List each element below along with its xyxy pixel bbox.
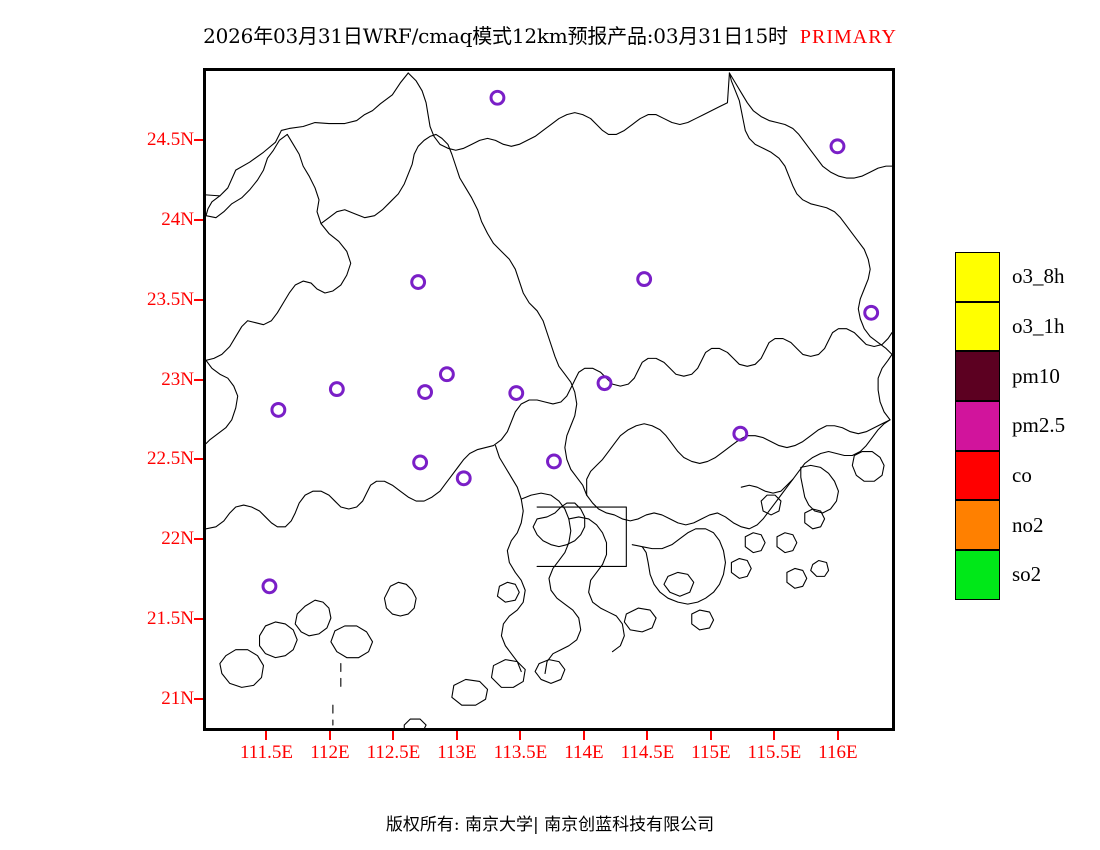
station-marker[interactable] xyxy=(732,425,749,442)
y-tick-mark xyxy=(194,618,203,621)
x-tick-mark xyxy=(836,731,839,740)
y-tick-24N: 24N xyxy=(161,208,194,230)
title-primary-tag: PRIMARY xyxy=(799,26,897,48)
coastline xyxy=(206,328,892,728)
legend-swatch-co[interactable] xyxy=(955,450,1000,501)
x-tick-112E: 112E xyxy=(310,742,350,763)
legend-label-pm10: pm10 xyxy=(1012,363,1060,388)
station-marker[interactable] xyxy=(438,366,455,383)
y-tick-24.5N: 24.5N xyxy=(147,128,194,150)
legend-swatch-so2[interactable] xyxy=(955,550,1000,600)
legend-swatch-pm10[interactable] xyxy=(955,351,1000,402)
station-marker[interactable] xyxy=(489,89,506,106)
x-tick-mark xyxy=(773,731,776,740)
station-marker[interactable] xyxy=(261,578,278,595)
x-tick-mark xyxy=(582,731,585,740)
legend-label-o3_8h: o3_8h xyxy=(1012,264,1065,289)
title-main-text: 2026年03月31日WRF/cmaq模式12km预报产品:03月31日15时 xyxy=(203,24,788,48)
x-tick-mark xyxy=(392,731,395,740)
y-tick-mark xyxy=(194,218,203,221)
legend-item-co[interactable]: co xyxy=(955,450,1095,501)
legend-label-o3_1h: o3_1h xyxy=(1012,314,1065,339)
x-axis-tick-labels: 111.5E 112E 112.5E 113E 113.5E 114E 114.5E 115E… xyxy=(0,742,1100,768)
x-tick-mark xyxy=(519,731,522,740)
x-tick-115E: 115E xyxy=(691,742,731,763)
station-marker[interactable] xyxy=(508,385,525,401)
x-tick-112.5E: 112.5E xyxy=(366,742,421,763)
station-markers[interactable] xyxy=(261,89,880,595)
y-tick-mark xyxy=(194,538,203,541)
map-canvas[interactable] xyxy=(206,71,892,728)
y-tick-21.5N: 21.5N xyxy=(147,608,194,630)
station-marker[interactable] xyxy=(596,375,613,392)
province-boundaries xyxy=(206,72,892,530)
legend-item-so2[interactable]: so2 xyxy=(955,550,1095,600)
station-marker[interactable] xyxy=(829,138,846,155)
legend-item-no2[interactable]: no2 xyxy=(955,500,1095,551)
y-tick-mark xyxy=(194,298,203,301)
x-tick-111.5E: 111.5E xyxy=(240,742,293,763)
y-tick-mark xyxy=(194,378,203,381)
x-tick-114.5E: 114.5E xyxy=(620,742,675,763)
legend-item-pm2-5[interactable]: pm2.5 xyxy=(955,401,1095,451)
y-tick-21N: 21N xyxy=(161,688,194,710)
x-tick-113E: 113E xyxy=(437,742,477,763)
station-marker[interactable] xyxy=(417,384,434,400)
legend-swatch-no2[interactable] xyxy=(955,500,1000,551)
legend-label-no2: no2 xyxy=(1012,512,1044,537)
station-marker[interactable] xyxy=(328,381,345,398)
x-tick-mark xyxy=(455,731,458,740)
page-title: 2026年03月31日WRF/cmaq模式12km预报产品:03月31日15时 P… xyxy=(0,20,1100,49)
x-tick-mark xyxy=(328,731,331,740)
station-marker[interactable] xyxy=(412,454,429,471)
copyright-footer: 版权所有: 南京大学| 南京创蓝科技有限公司 xyxy=(385,815,715,835)
x-tick-116E: 116E xyxy=(818,742,858,763)
x-tick-114E: 114E xyxy=(564,742,604,763)
x-tick-mark xyxy=(709,731,712,740)
y-tick-22N: 22N xyxy=(161,528,194,550)
y-tick-22.5N: 22.5N xyxy=(147,448,194,470)
legend-item-o3_1h[interactable]: o3_1h xyxy=(955,301,1095,352)
legend-label-so2: so2 xyxy=(1012,562,1042,587)
map-plot-panel[interactable] xyxy=(203,68,895,731)
station-marker[interactable] xyxy=(455,470,472,487)
x-tick-mark xyxy=(265,731,268,740)
legend-label-co: co xyxy=(1012,463,1032,488)
legend-swatch-pm2-5[interactable] xyxy=(955,401,1000,451)
y-tick-23N: 23N xyxy=(161,368,194,390)
legend-item-pm10[interactable]: pm10 xyxy=(955,351,1095,402)
y-axis-tick-labels: 24.5N 24N 23.5N 23N 22.5N 22N 21.5N 21N xyxy=(90,0,194,850)
legend-swatch-o3_1h[interactable] xyxy=(955,301,1000,352)
y-tick-mark xyxy=(194,698,203,701)
station-marker[interactable] xyxy=(410,274,427,290)
station-marker[interactable] xyxy=(270,401,287,418)
x-tick-mark xyxy=(646,731,649,740)
pollutant-legend[interactable]: o3_8h o3_1h pm10 pm2.5 co no2 so2 xyxy=(955,252,1095,600)
y-tick-mark xyxy=(194,138,203,141)
station-marker[interactable] xyxy=(546,453,562,470)
legend-label-pm2-5: pm2.5 xyxy=(1012,413,1066,438)
station-marker[interactable] xyxy=(863,304,880,321)
x-tick-113.5E: 113.5E xyxy=(493,742,548,763)
legend-item-o3_8h[interactable]: o3_8h xyxy=(955,252,1095,302)
x-tick-115.5E: 115.5E xyxy=(747,742,802,763)
station-marker[interactable] xyxy=(636,271,653,288)
y-tick-23.5N: 23.5N xyxy=(147,288,194,310)
y-tick-mark xyxy=(194,458,203,461)
legend-swatch-o3_8h[interactable] xyxy=(955,252,1000,302)
